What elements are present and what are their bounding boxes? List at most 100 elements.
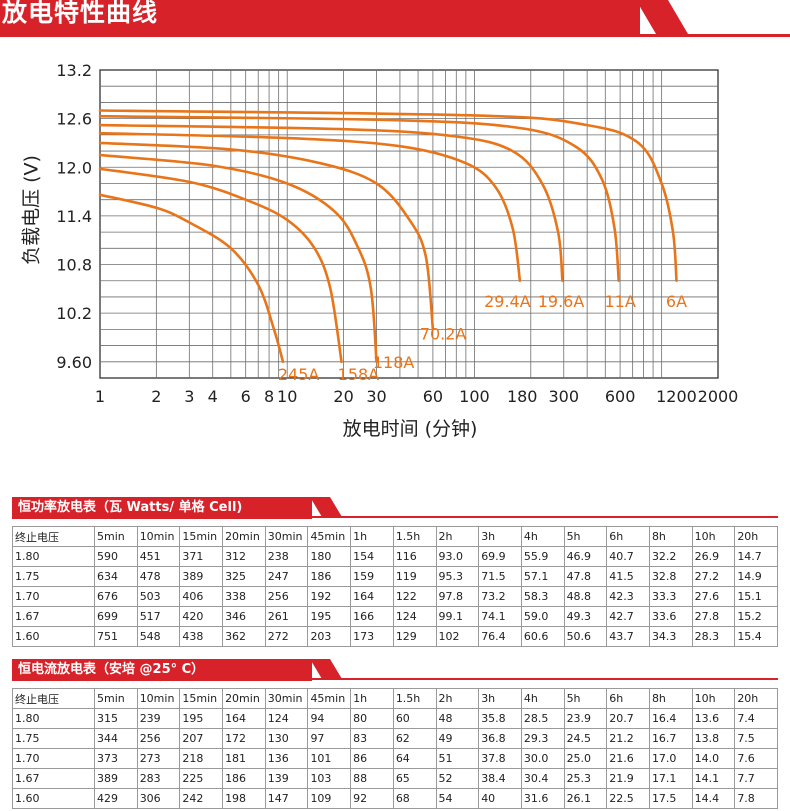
table-cell: 95.3 <box>435 566 480 587</box>
table-cell: 203 <box>307 626 352 647</box>
table-cell: 272 <box>264 626 309 647</box>
table-cell: 21.6 <box>606 748 650 769</box>
y-tick-label: 10.2 <box>56 304 92 323</box>
table-cell: 238 <box>264 546 309 567</box>
table-cell: 1.70 <box>12 586 95 607</box>
table-cell: 242 <box>179 788 224 809</box>
table-cell: 1.75 <box>12 728 95 749</box>
table-row: 1.80 590 451 371 312 238 180 154 116 93.0 69.9 55.9… <box>12 546 778 567</box>
plot-frame <box>99 69 719 379</box>
table-cell: 33.6 <box>648 606 693 627</box>
x-tick-label: 2 <box>151 387 161 406</box>
table-row: 1.67 389 283 225 186 139 103 88 65 52 38.4 30.4 25.3… <box>12 768 778 789</box>
table-header-cell: 45min <box>307 688 352 709</box>
table-cell: 192 <box>307 586 352 607</box>
table-cell: 51 <box>435 748 480 769</box>
table-cell: 7.6 <box>734 748 778 769</box>
table-cell: 102 <box>435 626 480 647</box>
x-tick-label: 10 <box>277 387 297 406</box>
table-cell: 751 <box>94 626 138 647</box>
series-line-118A <box>98 153 378 364</box>
table-cell: 21.2 <box>606 728 650 749</box>
table-cell: 119 <box>392 566 437 587</box>
table-cell: 315 <box>94 708 138 729</box>
table-cell: 346 <box>222 606 266 627</box>
table-cell: 43.7 <box>606 626 650 647</box>
table-header-cell: 2h <box>435 526 480 547</box>
x-tick-label: 6 <box>241 387 251 406</box>
table-cell: 23.9 <box>563 708 608 729</box>
table-header-cell: 6h <box>606 526 650 547</box>
table-cell: 195 <box>307 606 352 627</box>
table-header-cell: 15min <box>179 526 224 547</box>
table-cell: 97 <box>307 728 352 749</box>
table-cell: 48 <box>435 708 480 729</box>
x-tick-label: 100 <box>459 387 490 406</box>
y-axis-title: 负载电压 (V) <box>20 155 43 265</box>
table-header-cell: 15min <box>179 688 224 709</box>
table-header-cell: 30min <box>264 688 309 709</box>
table-header-cell: 8h <box>648 526 693 547</box>
table-cell: 344 <box>94 728 138 749</box>
table-cell: 1.80 <box>12 546 95 567</box>
y-tick-label: 12.0 <box>56 158 92 177</box>
page-title: 放电特性曲线 <box>2 0 159 27</box>
table-cell: 116 <box>392 546 437 567</box>
x-tick-label: 30 <box>366 387 386 406</box>
table-cell: 32.8 <box>648 566 693 587</box>
table-cell: 33.3 <box>648 586 693 607</box>
current-table: 终止电压 5min 10min 15min 20min 30min 45min 1h 1.5h 2… <box>12 688 778 809</box>
table-cell: 13.8 <box>691 728 736 749</box>
table-header-cell: 10h <box>691 688 736 709</box>
table-cell: 17.5 <box>648 788 693 809</box>
table-cell: 256 <box>136 728 181 749</box>
table-row: 1.75 344 256 207 172 130 97 83 62 49 36.8 29.3 24.5 2… <box>12 728 778 749</box>
table-cell: 181 <box>222 748 266 769</box>
table-cell: 124 <box>392 606 437 627</box>
table-cell: 273 <box>136 748 181 769</box>
table-cell: 15.4 <box>734 626 778 647</box>
table-cell: 47.8 <box>563 566 608 587</box>
table-row: 1.67 699 517 420 346 261 195 166 124 99.1 74.1 59.0… <box>12 606 778 627</box>
table-cell: 41.5 <box>606 566 650 587</box>
table-cell: 207 <box>179 728 224 749</box>
table-cell: 25.0 <box>563 748 608 769</box>
x-tick-label: 20 <box>333 387 353 406</box>
table-header-row: 终止电压 5min 10min 15min 20min 30min 45min 1h 1.5h 2… <box>12 526 778 547</box>
y-tick-label: 12.6 <box>56 110 92 129</box>
table-row: 1.60 429 306 242 198 147 109 92 68 54 40 31.6 26.1 22… <box>12 788 778 809</box>
x-tick-label: 600 <box>605 387 636 406</box>
table-cell: 503 <box>136 586 181 607</box>
table-header-cell: 10min <box>136 526 181 547</box>
table-header-cell: 1h <box>350 526 394 547</box>
banner-bar <box>0 0 640 34</box>
x-tick-label: 4 <box>208 387 218 406</box>
table-cell: 27.8 <box>691 606 736 627</box>
table-header-cell: 8h <box>648 688 693 709</box>
table-row: 1.70 676 503 406 338 256 192 164 122 97.8 73.2 58.3… <box>12 586 778 607</box>
table-cell: 58.3 <box>520 586 565 607</box>
table-cell: 283 <box>136 768 181 789</box>
table-cell: 1.75 <box>12 566 95 587</box>
table-cell: 49 <box>435 728 480 749</box>
table-cell: 57.1 <box>520 566 565 587</box>
table-cell: 129 <box>392 626 437 647</box>
table-cell: 42.3 <box>606 586 650 607</box>
table-cell: 180 <box>307 546 352 567</box>
series-line-158A <box>98 167 343 364</box>
table-cell: 101 <box>307 748 352 769</box>
table-cell: 21.9 <box>606 768 650 789</box>
table-cell: 62 <box>392 728 437 749</box>
x-tick-label: 60 <box>423 387 443 406</box>
table-header-cell: 20h <box>734 688 778 709</box>
table-cell: 37.8 <box>478 748 522 769</box>
series-label: 70.2A <box>420 324 467 343</box>
table-cell: 172 <box>222 728 266 749</box>
table-cell: 17.0 <box>648 748 693 769</box>
table-cell: 634 <box>94 566 138 587</box>
table-header-row: 终止电压 5min 10min 15min 20min 30min 45min 1h 1.5h 2… <box>12 688 778 709</box>
table-cell: 30.0 <box>520 748 565 769</box>
table-cell: 35.8 <box>478 708 522 729</box>
table-cell: 429 <box>94 788 138 809</box>
table-cell: 548 <box>136 626 181 647</box>
